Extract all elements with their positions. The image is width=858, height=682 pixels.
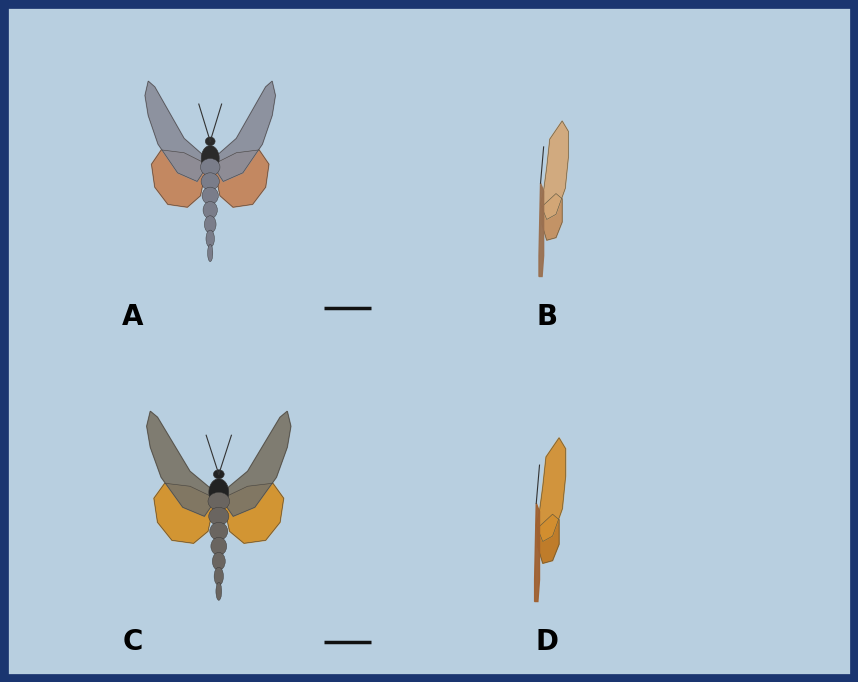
Polygon shape	[541, 121, 568, 220]
Polygon shape	[219, 411, 291, 516]
Ellipse shape	[202, 145, 219, 171]
Polygon shape	[214, 150, 269, 207]
Ellipse shape	[204, 216, 216, 233]
Ellipse shape	[208, 479, 229, 506]
Polygon shape	[539, 183, 544, 276]
Ellipse shape	[201, 158, 220, 176]
Text: B: B	[537, 303, 558, 331]
Ellipse shape	[211, 537, 227, 555]
Polygon shape	[147, 411, 219, 516]
Ellipse shape	[208, 507, 229, 525]
Polygon shape	[542, 194, 562, 240]
Polygon shape	[210, 81, 275, 181]
Ellipse shape	[205, 137, 215, 146]
Ellipse shape	[202, 187, 218, 205]
Ellipse shape	[208, 244, 213, 262]
Ellipse shape	[212, 552, 226, 570]
Polygon shape	[154, 484, 215, 544]
Text: A: A	[122, 303, 144, 331]
Text: C: C	[123, 628, 143, 656]
Text: D: D	[536, 628, 559, 656]
Ellipse shape	[216, 582, 221, 600]
Ellipse shape	[214, 567, 223, 585]
Ellipse shape	[214, 470, 224, 479]
Ellipse shape	[206, 230, 214, 248]
Polygon shape	[535, 503, 540, 602]
Polygon shape	[536, 438, 565, 542]
Ellipse shape	[201, 173, 220, 190]
Ellipse shape	[209, 522, 227, 540]
Polygon shape	[538, 514, 559, 563]
Polygon shape	[222, 484, 284, 544]
Ellipse shape	[203, 201, 217, 219]
Polygon shape	[145, 81, 210, 181]
Polygon shape	[152, 150, 207, 207]
Ellipse shape	[208, 492, 230, 510]
